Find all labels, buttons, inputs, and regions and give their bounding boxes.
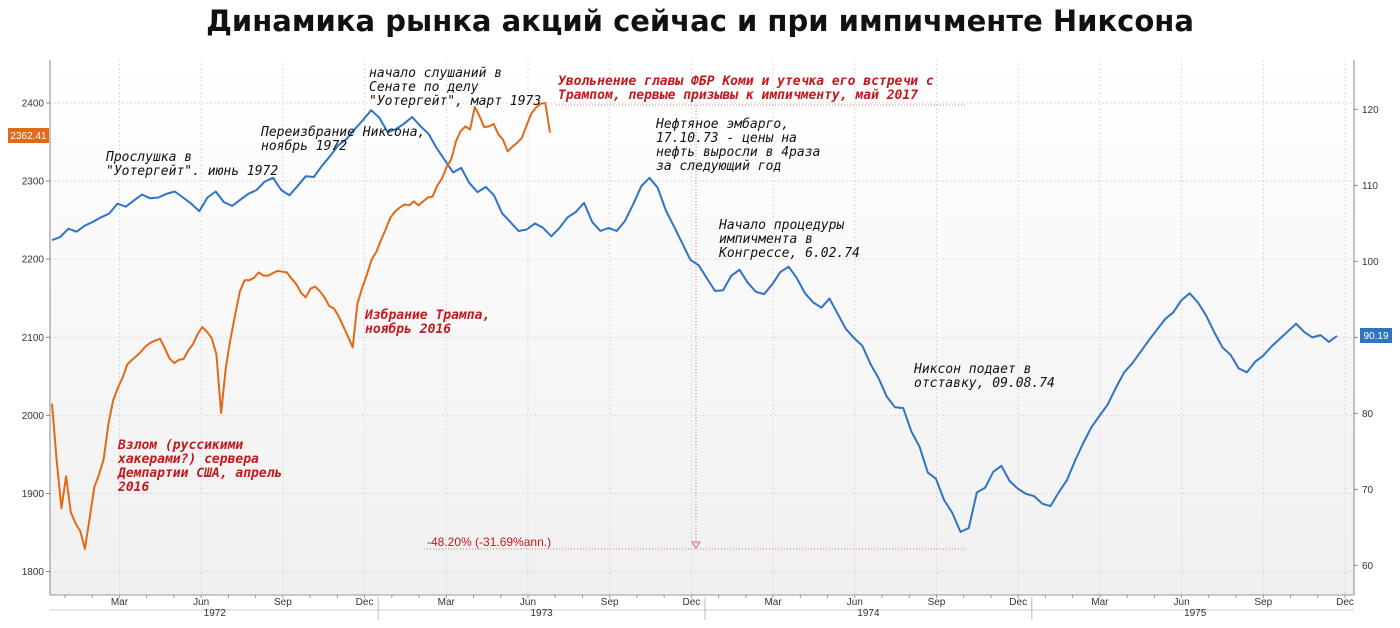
x-axis: Mar Jun Sep Dec Mar Jun Sep Dec Mar Jun Sep Dec Mar J… — [50, 594, 1354, 620]
right-axis-tick-label: 80 — [1362, 409, 1374, 420]
x-axis-tick-label: Dec — [682, 597, 700, 608]
right-axis-tick-label: 60 — [1362, 561, 1374, 572]
x-axis-tick-label: Dec — [356, 597, 374, 608]
series-line-nixon-era — [51, 109, 1338, 533]
right-axis-tick-label: 70 — [1362, 485, 1374, 496]
plot-area — [50, 60, 1354, 595]
annotation-resignation: Никсон подает в отставку, 09.08.74 — [913, 362, 1055, 391]
x-axis-tick-label: Dec — [1336, 597, 1354, 608]
x-axis-tick-label: Mar — [764, 597, 782, 608]
x-axis-tick-label: Jun — [1174, 597, 1190, 608]
x-axis-tick-label: Sep — [601, 597, 619, 608]
x-axis-year-label: 1972 — [204, 608, 227, 619]
right-axis-tick-label: 100 — [1362, 257, 1379, 268]
left-axis-tick-label: 1800 — [22, 567, 45, 578]
x-axis-year-label: 1975 — [1184, 608, 1207, 619]
x-axis-tick-label: Jun — [520, 597, 536, 608]
x-axis-year-label: 1973 — [530, 608, 553, 619]
x-axis-tick-label: Sep — [274, 597, 292, 608]
x-axis-tick-label: Jun — [847, 597, 863, 608]
annotation-dnc-hack: Взлом (руссикими хакерами?) сервера Демп… — [117, 438, 290, 495]
annotation-trump-election: Избрание Трампа, ноябрь 2016 — [364, 308, 498, 337]
right-last-value-badge: 90.19 — [1360, 328, 1392, 343]
annotation-wiretap: Прослушка в "Уотергейт". июнь 1972 — [105, 150, 278, 179]
right-axis-tick-label: 120 — [1362, 105, 1379, 116]
drawdown-arrow — [691, 541, 701, 549]
annotation-hearings: начало слушаний в Сенате по делу "Уотерг… — [369, 66, 541, 109]
x-axis-tick-label: Sep — [928, 597, 946, 608]
annotation-impeachment: Начало процедуры импичмента в Конгрессе,… — [718, 218, 860, 261]
x-axis-year-label: 1974 — [857, 608, 880, 619]
chart-title: Динамика рынка акций сейчас и при импичм… — [206, 4, 1194, 38]
x-axis-tick-label: Mar — [1091, 597, 1109, 608]
left-axis-tick-label: 2400 — [22, 98, 45, 109]
left-axis-tick-label: 2200 — [22, 255, 45, 266]
svg-text:90.19: 90.19 — [1363, 331, 1388, 342]
left-axis-tick-label: 1900 — [22, 489, 45, 500]
x-axis-tick-label: Dec — [1009, 597, 1027, 608]
left-last-value-badge: 2362.41 — [8, 128, 49, 143]
drawdown-label: -48.20% (-31.69%ann.) — [427, 535, 551, 549]
x-axis-tick-label: Mar — [111, 597, 129, 608]
annotation-oil-embargo: Нефтяное эмбарго, 17.10.73 - цены на неф… — [655, 117, 828, 174]
right-axis-tick-label: 110 — [1362, 181, 1378, 192]
left-axis: 1800 1900 2000 2100 2200 2300 2400 — [22, 98, 50, 578]
x-axis-tick-label: Sep — [1254, 597, 1272, 608]
left-axis-tick-label: 2100 — [22, 333, 45, 344]
x-axis-tick-label: Jun — [193, 597, 209, 608]
x-axis-tick-label: Mar — [438, 597, 456, 608]
left-axis-tick-label: 2000 — [22, 411, 45, 422]
series-line-trump-era — [51, 102, 551, 550]
annotation-comey: Увольнение главы ФБР Коми и утечка его в… — [558, 74, 942, 103]
svg-text:2362.41: 2362.41 — [10, 131, 47, 142]
annotation-reelection: Переизбрание Никсона, ноябрь 1972 — [260, 125, 433, 154]
left-axis-tick-label: 2300 — [22, 177, 45, 188]
